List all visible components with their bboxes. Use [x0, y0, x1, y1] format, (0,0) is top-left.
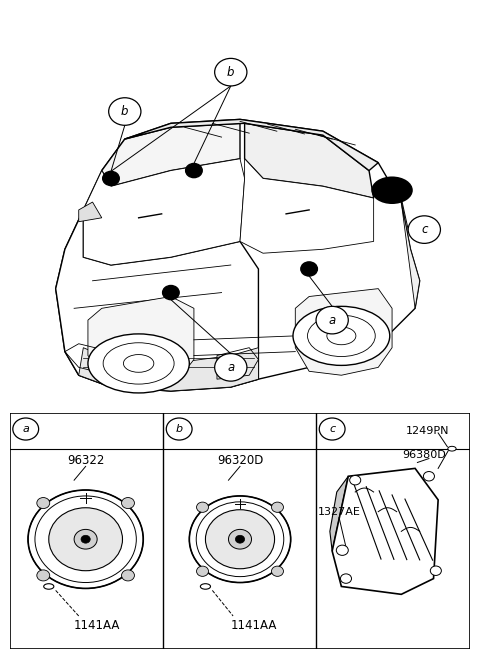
Circle shape	[340, 574, 351, 583]
Circle shape	[108, 98, 141, 125]
Text: 96322: 96322	[67, 454, 104, 467]
Circle shape	[37, 570, 50, 581]
Circle shape	[103, 171, 119, 186]
Text: c: c	[421, 223, 428, 236]
Polygon shape	[56, 119, 420, 391]
Circle shape	[301, 262, 317, 276]
Circle shape	[196, 502, 208, 512]
Text: a: a	[328, 314, 336, 327]
Circle shape	[37, 497, 50, 508]
Circle shape	[196, 566, 208, 577]
Text: a: a	[227, 361, 234, 374]
Polygon shape	[295, 289, 392, 375]
Polygon shape	[330, 476, 348, 551]
Circle shape	[166, 418, 192, 440]
Circle shape	[316, 306, 348, 334]
Text: 96320D: 96320D	[217, 454, 263, 467]
Circle shape	[121, 497, 134, 508]
Text: b: b	[227, 66, 235, 79]
Circle shape	[121, 570, 134, 581]
Ellipse shape	[448, 446, 456, 451]
Polygon shape	[240, 159, 373, 253]
Text: 96380D: 96380D	[402, 449, 446, 460]
Circle shape	[13, 418, 38, 440]
Ellipse shape	[200, 584, 211, 589]
Circle shape	[430, 566, 442, 575]
Ellipse shape	[372, 176, 413, 204]
Circle shape	[215, 58, 247, 86]
Polygon shape	[79, 348, 258, 391]
Ellipse shape	[189, 496, 291, 583]
Polygon shape	[84, 159, 245, 265]
Text: 1249PN: 1249PN	[406, 426, 450, 436]
Ellipse shape	[235, 535, 245, 543]
Ellipse shape	[228, 529, 252, 549]
Circle shape	[272, 566, 284, 577]
Polygon shape	[125, 119, 378, 171]
Polygon shape	[56, 210, 258, 391]
Circle shape	[163, 285, 179, 300]
Circle shape	[336, 545, 348, 556]
Ellipse shape	[88, 334, 189, 393]
Ellipse shape	[205, 510, 275, 569]
Polygon shape	[401, 202, 420, 308]
Circle shape	[319, 418, 345, 440]
Polygon shape	[332, 468, 438, 594]
Polygon shape	[79, 202, 102, 222]
Circle shape	[272, 502, 284, 512]
Circle shape	[423, 472, 434, 481]
Text: c: c	[329, 424, 335, 434]
Text: 1141AA: 1141AA	[74, 619, 120, 632]
Text: a: a	[22, 424, 29, 434]
Polygon shape	[88, 297, 194, 383]
Ellipse shape	[49, 508, 122, 571]
Text: b: b	[121, 105, 129, 118]
Text: b: b	[176, 424, 183, 434]
Circle shape	[408, 216, 441, 243]
Ellipse shape	[28, 490, 143, 588]
Ellipse shape	[74, 529, 97, 549]
Circle shape	[186, 163, 202, 178]
Ellipse shape	[293, 306, 390, 365]
Text: 1141AA: 1141AA	[230, 619, 277, 632]
Polygon shape	[102, 123, 240, 186]
Polygon shape	[245, 123, 373, 198]
Circle shape	[215, 354, 247, 381]
Ellipse shape	[44, 584, 54, 589]
Ellipse shape	[81, 535, 90, 543]
Circle shape	[349, 476, 361, 485]
Text: 1327AE: 1327AE	[318, 506, 360, 517]
